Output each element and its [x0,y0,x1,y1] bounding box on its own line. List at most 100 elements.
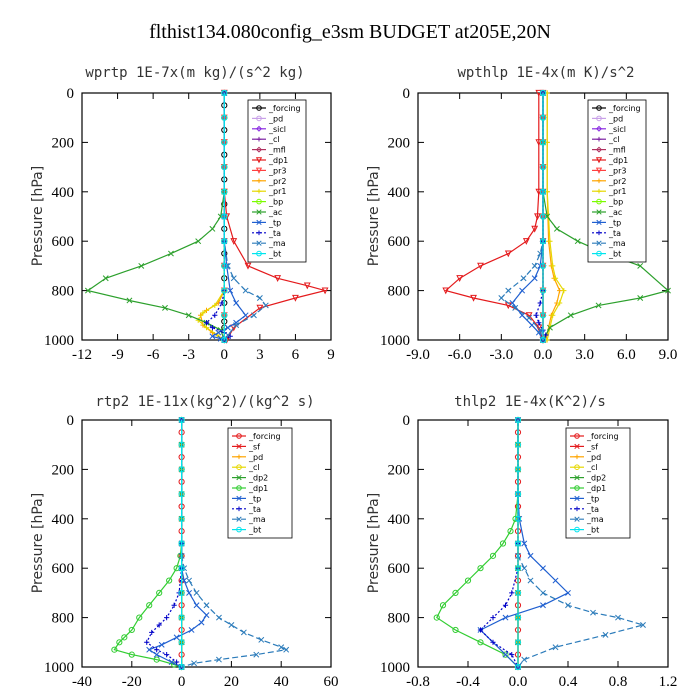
data-point-wprtp-ma [262,302,269,309]
legend-item-rtp2-sf: _sf [232,442,260,451]
data-point-wprtp-tp [224,324,231,331]
legend-label-rtp2: _forcing [248,432,281,441]
data-point-wprtp-tp [227,287,234,294]
data-point-wprtp-dp1 [230,238,238,245]
y-tick-label-thlp2: 600 [388,561,411,577]
legend-label-rtp2: _dp1 [248,484,268,493]
data-point-thlp2-dp1 [502,651,509,658]
data-point-rtp2-ta [164,615,170,621]
panel-title-rtp2: rtp2 1E-11x(kg^2)/(kg^2 s) [95,394,314,410]
legend-marker-wpthlp [596,178,602,184]
legend-marker-wprtp [256,209,262,215]
series-thlp2-dp1 [433,416,522,671]
series-line-wprtp-ac [86,93,225,341]
data-point-thlp2-dp1 [507,528,514,535]
data-point-thlp2-tp [502,614,509,621]
legend-marker-thlp2 [574,443,580,450]
data-point-wpthlp-bt [539,89,547,97]
legend-item-wprtp-mfl: _mfl [252,146,286,155]
panel-wprtp: wprtp 1E-7x(m kg)/(s^2 kg) Pressure [hPa… [30,65,335,363]
legend-marker-thlp2 [574,433,580,439]
x-tick-label-rtp2: -40 [72,674,92,690]
legend-label-wpthlp: _forcing [608,104,641,113]
y-tick-label-rtp2: 800 [52,611,75,627]
y-tick-label-wprtp: 1000 [44,333,74,349]
x-tick-label-wprtp: -12 [72,347,92,363]
legend-wpthlp: _forcing_pd _sicl_cl _mfl_dp1_pr3 _pr2_pr1 _… [587,99,647,263]
data-point-wpthlp-bt [539,287,547,294]
data-point-rtp2-bt [178,639,185,646]
data-point-rtp2-dp1 [177,552,184,559]
data-point-wpthlp-dp1 [525,312,533,320]
legend-label-thlp2: _dp1 [586,484,606,493]
legend-item-rtp2-dp1: _dp1 [232,484,268,493]
legend-label-wprtp: _dp1 [268,156,288,165]
legend-item-wprtp-ta: _ta [252,229,281,238]
data-point-thlp2-ta [509,652,515,658]
data-point-rtp2-tp [186,589,193,596]
x-tick-label-thlp2: 0.0 [509,674,528,690]
data-point-wprtp-dp1 [256,304,264,312]
legend-label-thlp2: _dp2 [586,474,606,483]
x-tick-label-thlp2: -0.8 [406,674,430,690]
x-tick-label-rtp2: 60 [324,674,339,690]
y-tick-label-wprtp: 400 [52,185,75,201]
data-point-rtp2-tp [198,619,205,626]
x-tick-label-wprtp: -6 [147,347,160,363]
data-point-wprtp-ta [203,320,210,326]
data-point-rtp2-dp1 [128,626,135,634]
legend-item-wpthlp-pr1: _pr1 [592,187,626,196]
legend-item-wprtp-pr2: _pr2 [252,177,286,186]
legend-marker-rtp2 [236,433,242,439]
y-tick-label-rtp2: 400 [52,512,75,528]
legend-marker-wpthlp [596,136,602,142]
data-point-wprtp-ta [212,312,218,318]
data-point-wprtp-ac [185,312,192,319]
legend-marker-wprtp [256,240,262,246]
y-tick-label-thlp2: 800 [388,611,411,627]
data-point-wpthlp-dp1 [442,287,450,295]
y-axis-label-wprtp: Pressure [hPa] [30,166,46,266]
legend-item-wprtp-dp1: _dp1 [252,156,288,165]
legend-label-wpthlp: _pr2 [608,177,626,186]
legend-item-wprtp-pr1: _pr1 [252,187,286,196]
legend-label-wpthlp: _dp1 [608,156,628,165]
data-point-wpthlp-ta [536,320,542,326]
data-point-wprtp-bt [221,287,228,294]
legend-item-thlp2-sf: _sf [570,442,598,451]
series-rtp2-bt [178,416,185,671]
legend-item-wpthlp-ma: _ma [592,239,626,248]
data-point-wprtp-dp1 [244,262,252,270]
y-axis-label-rtp2: Pressure [hPa] [30,493,46,593]
data-point-wpthlp-bt [539,238,547,245]
data-point-thlp2-bt [514,515,522,522]
data-point-thlp2-ma [527,577,534,584]
legend-label-rtp2: _pd [248,453,263,462]
legend-item-wprtp-pr3: _pr3 [252,166,286,175]
data-point-rtp2-tp [173,634,180,641]
data-point-thlp2-tp [540,565,546,572]
data-point-wpthlp-dp1 [477,262,484,270]
data-point-rtp2-ma [240,629,247,636]
legend-marker-thlp2 [574,485,580,491]
series-thlp2-ma [515,417,646,670]
legend-label-thlp2: _forcing [586,432,619,441]
data-point-rtp2-tp [158,641,165,648]
x-tick-label-wpthlp: -9.0 [406,347,430,363]
data-point-rtp2-bt [178,515,185,522]
data-point-wpthlp-pr1 [550,263,556,269]
legend-marker-wprtp [256,198,262,205]
data-point-thlp2-ma [602,631,609,638]
panel-title-wprtp: wprtp 1E-7x(m kg)/(s^2 kg) [85,65,304,81]
data-point-rtp2-dp1 [166,577,173,584]
data-point-rtp2-bt [178,491,185,498]
x-tick-label-wpthlp: 9.0 [659,347,678,363]
data-point-wprtp-tp [233,299,240,306]
series-line-rtp2-tp [147,420,208,668]
data-point-wprtp-ac [167,250,174,257]
data-point-thlp2-tp [552,577,559,584]
data-point-thlp2-ma [565,602,571,609]
series-line-thlp2-ma [517,420,646,668]
legend-item-thlp2-cl: _cl [570,463,598,472]
legend-label-rtp2: _sf [248,442,260,451]
